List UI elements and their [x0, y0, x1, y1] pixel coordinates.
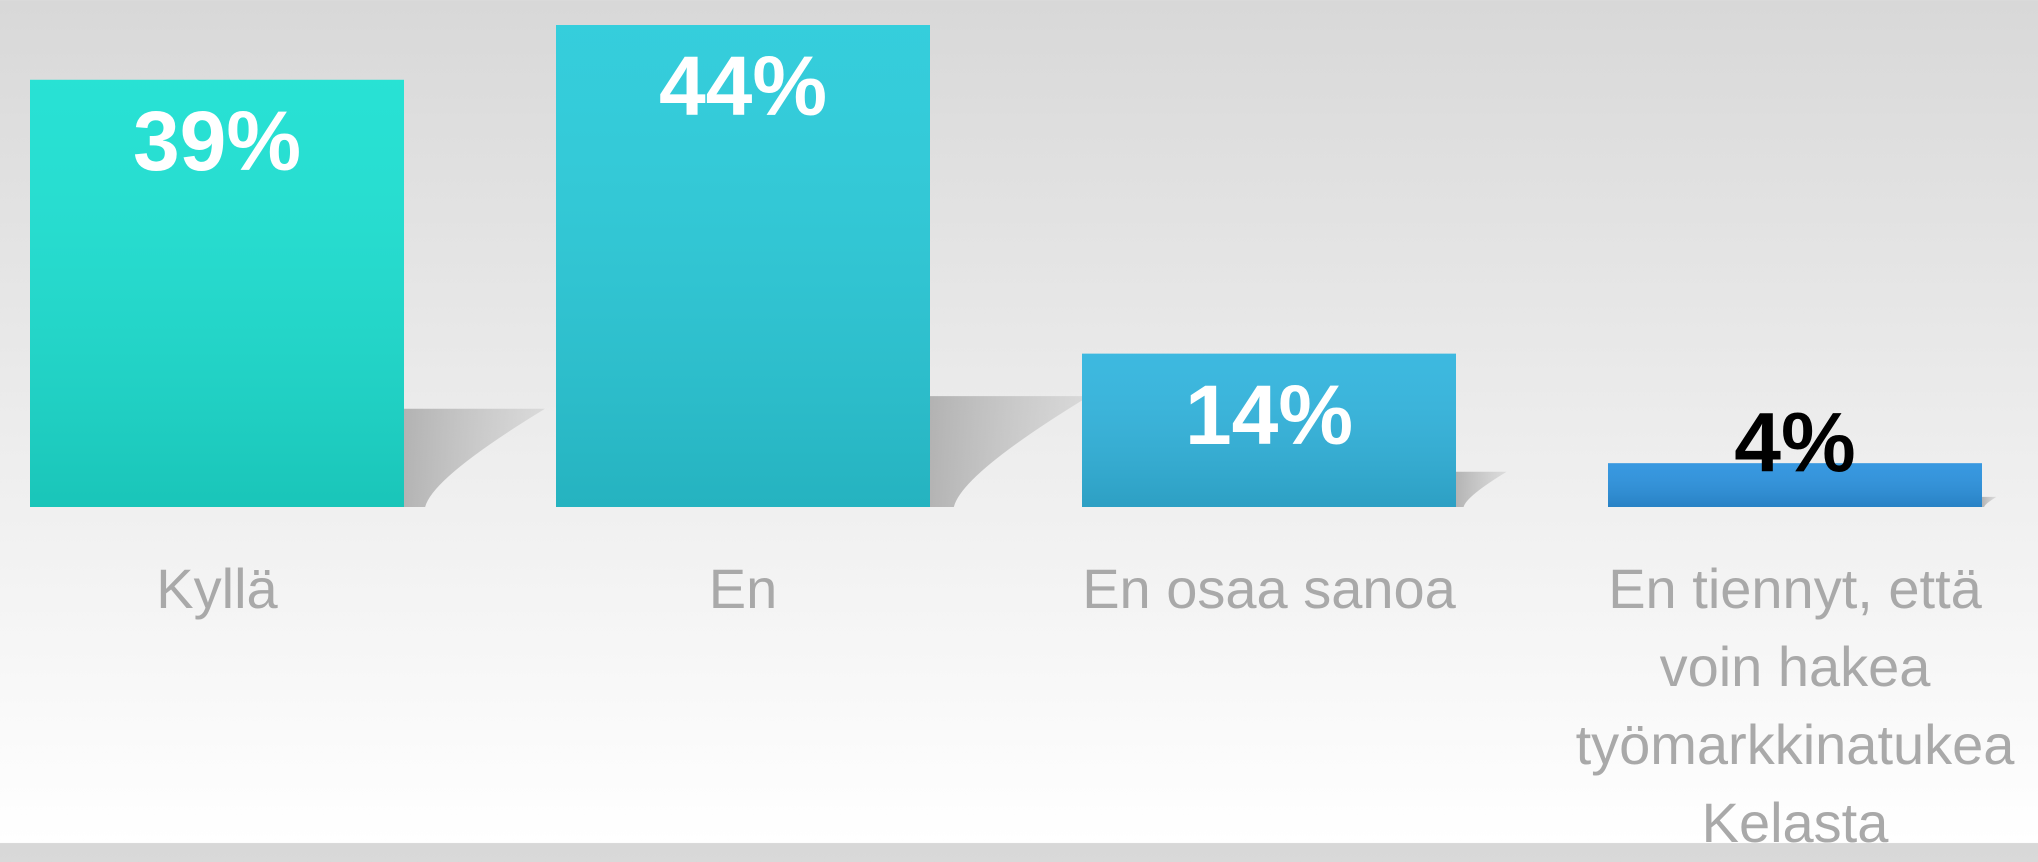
bar-shadow: [1456, 471, 1507, 507]
x-tick-label: En tiennyt, että voin hakea työmarkkinat…: [1575, 557, 2015, 854]
x-tick-label: Kyllä: [156, 557, 278, 620]
value-label: 14%: [1185, 368, 1353, 462]
x-tick-label: En osaa sanoa: [1082, 557, 1456, 620]
bar-shade: [30, 79, 404, 507]
chart: 39% 44% 14% 4%: [30, 25, 1997, 507]
bar-shadow: [404, 408, 545, 507]
value-label: 4%: [1734, 395, 1855, 489]
x-tick-label: En: [708, 557, 778, 620]
bar-shadow: [1982, 496, 1997, 507]
bar-shadow: [930, 396, 1090, 507]
bar-shade: [556, 25, 930, 507]
value-label: 39%: [133, 94, 301, 188]
bar-shade: [1608, 463, 1982, 507]
value-label: 44%: [659, 39, 827, 133]
bar-shade: [1082, 353, 1456, 507]
